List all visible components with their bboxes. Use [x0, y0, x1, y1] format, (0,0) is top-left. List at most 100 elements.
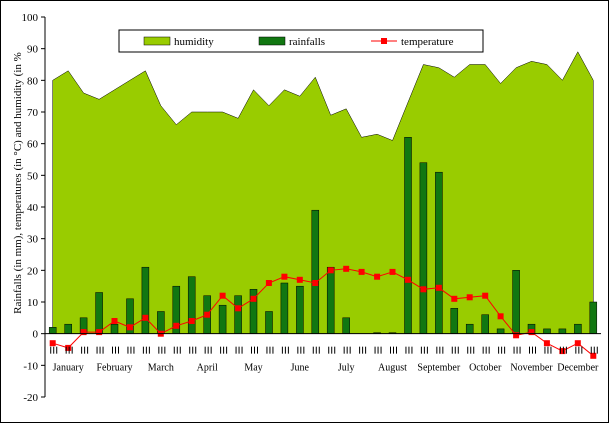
y-tick-label: 40	[27, 202, 39, 214]
month-label: December	[557, 363, 599, 374]
legend-swatch-rainfalls	[258, 36, 286, 46]
rainfall-bar	[342, 317, 350, 334]
month-label: May	[244, 363, 262, 374]
temperature-marker	[281, 273, 288, 280]
temperature-marker	[49, 340, 56, 347]
month-label: October	[469, 363, 502, 374]
temperature-marker	[528, 329, 535, 336]
temperature-marker	[126, 324, 133, 331]
y-tick-label: 60	[27, 139, 39, 151]
legend: humidity rainfalls temperature	[118, 29, 484, 53]
month-label: February	[96, 363, 132, 374]
y-tick-label: 10	[27, 297, 39, 309]
legend-swatch-humidity	[143, 36, 171, 46]
rainfall-bar	[543, 328, 551, 334]
temperature-marker	[543, 340, 550, 347]
temperature-marker	[420, 286, 427, 293]
temperature-marker	[358, 268, 365, 275]
y-tick-label: 70	[27, 107, 39, 119]
month-label: January	[53, 363, 84, 374]
rainfall-bar	[435, 171, 443, 334]
rainfall-bar	[64, 323, 72, 334]
temperature-marker	[559, 348, 566, 355]
rainfall-bar	[574, 323, 582, 334]
rainfall-bar	[218, 304, 227, 334]
temperature-marker	[343, 265, 350, 272]
y-tick-label: 50	[27, 170, 39, 182]
temperature-marker	[482, 292, 489, 299]
month-label: April	[197, 363, 218, 374]
rainfall-bar	[512, 270, 520, 334]
temperature-marker	[389, 268, 396, 275]
legend-marker-temperature	[381, 38, 387, 44]
month-label: August	[378, 363, 407, 374]
temperature-marker	[513, 332, 520, 339]
rainfall-bar	[326, 266, 335, 334]
y-tick-label: 90	[27, 44, 39, 56]
temperature-marker	[250, 295, 257, 302]
y-tick-label: 20	[27, 265, 39, 277]
rainfall-bar	[234, 295, 242, 334]
month-label: September	[417, 363, 460, 374]
rainfall-bar	[296, 285, 304, 334]
plot-area	[48, 51, 598, 359]
month-label: June	[291, 363, 310, 374]
rainfall-bar	[157, 311, 165, 334]
temperature-marker	[574, 340, 581, 347]
rainfall-bar	[280, 282, 289, 334]
temperature-marker	[65, 344, 72, 351]
y-tick-label: 80	[27, 75, 39, 87]
temperature-marker	[173, 322, 180, 329]
temperature-marker	[404, 276, 411, 283]
temperature-marker	[296, 276, 303, 283]
temperature-marker	[327, 267, 334, 274]
month-label: July	[338, 363, 355, 374]
month-label: March	[148, 363, 174, 374]
rainfall-bar	[141, 266, 150, 334]
temperature-marker	[219, 292, 226, 299]
y-tick-label: 0	[33, 329, 39, 341]
humidity-area	[52, 51, 594, 334]
temperature-marker	[451, 295, 458, 302]
rainfall-bar	[589, 301, 598, 334]
rainfall-bar	[481, 314, 489, 334]
rainfall-bar	[419, 162, 428, 334]
temperature-marker	[142, 314, 149, 321]
month-label: November	[510, 363, 553, 374]
rainfall-bar	[496, 328, 505, 334]
y-tick-label: 100	[22, 12, 39, 24]
temperature-marker	[80, 329, 87, 336]
legend-label-rainfalls: rainfalls	[289, 36, 325, 48]
rainfall-bar	[110, 323, 119, 334]
y-tick-label: -20	[23, 392, 38, 404]
temperature-marker	[466, 294, 473, 301]
temperature-marker	[204, 311, 211, 318]
rainfall-bar	[450, 308, 459, 334]
legend-label-temperature: temperature	[401, 36, 454, 48]
legend-label-humidity: humidity	[174, 36, 214, 48]
y-tick-label: -10	[23, 360, 38, 372]
temperature-marker	[435, 284, 442, 291]
temperature-marker	[111, 318, 118, 324]
temperature-marker	[188, 318, 195, 324]
rainfall-bar	[187, 276, 196, 334]
y-tick-label: 30	[27, 234, 39, 246]
legend-box	[118, 29, 484, 53]
rainfall-bar	[311, 209, 320, 334]
temperature-marker	[590, 352, 597, 359]
y-axis-label: Rainfalls (in mm), temperatures (in °C) …	[12, 52, 24, 314]
rainfall-bar	[465, 323, 474, 334]
temperature-marker	[265, 280, 272, 286]
temperature-marker	[374, 273, 381, 280]
rainfall-bar	[404, 137, 412, 334]
axes: -20 -10 0 10 20 30 40 50 60 70 80 90 100 January Febru…	[22, 12, 601, 404]
rainfall-bar	[48, 327, 57, 334]
temperature-marker	[497, 313, 504, 320]
rainfall-bar	[558, 328, 567, 334]
rainfall-bar	[95, 292, 103, 334]
rainfall-bar	[265, 311, 273, 334]
temperature-marker	[312, 280, 319, 286]
temperature-marker	[235, 305, 242, 312]
temperature-marker	[96, 329, 103, 336]
